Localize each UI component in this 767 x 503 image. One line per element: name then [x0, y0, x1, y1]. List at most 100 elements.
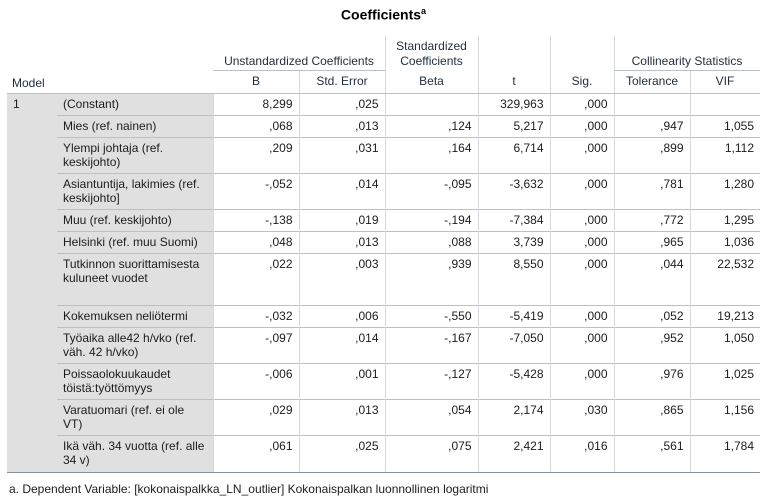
cell-t: -3,632 [477, 173, 550, 210]
cell-vif: 1,156 [689, 399, 760, 436]
model-cell [7, 209, 57, 232]
cell-sig: ,000 [549, 173, 614, 210]
cell-std-error: ,019 [298, 209, 385, 232]
table-row: Poissaolokuukaudet töistä:työttömyys -,00… [7, 363, 760, 400]
cell-vif: 1,055 [689, 115, 760, 138]
cell-beta: -,167 [384, 327, 478, 364]
cell-tolerance: ,561 [613, 435, 690, 472]
cell-t: 3,739 [477, 231, 550, 254]
cell-vif: 1,112 [689, 137, 760, 174]
cell-beta [384, 93, 478, 116]
model-cell [7, 231, 57, 254]
model-cell [7, 173, 57, 210]
cell-std-error: ,031 [298, 137, 385, 174]
header-sig: Sig. [571, 74, 593, 88]
row-label: Tutkinnon suorittamisesta kuluneet vuode… [57, 253, 213, 306]
cell-sig: ,000 [549, 253, 614, 306]
row-label: Ikä väh. 34 vuotta (ref. alle 34 v) [57, 435, 213, 472]
cell-t: -7,384 [477, 209, 550, 232]
cell-sig: ,000 [549, 115, 614, 138]
table-row: Muu (ref. keskijohto) -,138,019 -,194 -7,38… [7, 209, 760, 232]
header-std-error: Std. Error [316, 74, 368, 88]
cell-tolerance: ,052 [613, 305, 690, 328]
cell-b: -,032 [212, 305, 299, 328]
cell-vif [689, 93, 760, 116]
header-model: Model [12, 76, 45, 90]
cell-std-error: ,003 [298, 253, 385, 306]
model-cell [7, 363, 57, 400]
header-standardized-line2: Coefficients [400, 54, 463, 68]
table-row: Helsinki (ref. muu Suomi) ,048,013,088 3,7… [7, 231, 760, 254]
cell-tolerance: ,781 [613, 173, 690, 210]
header-standardized-group: Standardized Coefficients [385, 39, 478, 69]
table-bottom-border [7, 472, 760, 473]
cell-sig: ,000 [549, 305, 614, 328]
cell-vif: 1,280 [689, 173, 760, 210]
cell-b: -,006 [212, 363, 299, 400]
cell-vif: 1,295 [689, 209, 760, 232]
cell-t: 5,217 [477, 115, 550, 138]
cell-sig: ,000 [549, 231, 614, 254]
cell-std-error: ,014 [298, 173, 385, 210]
cell-std-error: ,025 [298, 93, 385, 116]
cell-std-error: ,014 [298, 327, 385, 364]
cell-sig: ,000 [549, 363, 614, 400]
row-label: Työaika alle42 h/vko (ref. väh. 42 h/vko… [57, 327, 213, 364]
footnote: a. Dependent Variable: [kokonaispalkka_L… [9, 482, 489, 496]
cell-beta: ,939 [384, 253, 478, 306]
cell-t: 2,421 [477, 435, 550, 472]
cell-b: -,052 [212, 173, 299, 210]
row-label: Ylempi johtaja (ref. keskijohto) [57, 137, 213, 174]
cell-b: ,022 [212, 253, 299, 306]
row-label: Varatuomari (ref. ei ole VT) [57, 399, 213, 436]
table-row: Työaika alle42 h/vko (ref. väh. 42 h/vko… [7, 327, 760, 364]
table-row: Asiantuntija, lakimies (ref. keskijohto]… [7, 173, 760, 210]
cell-vif: 1,784 [689, 435, 760, 472]
cell-beta: -,194 [384, 209, 478, 232]
cell-tolerance: ,976 [613, 363, 690, 400]
cell-sig: ,000 [549, 209, 614, 232]
cell-beta: -,095 [384, 173, 478, 210]
table-row: Ylempi johtaja (ref. keskijohto) ,209,031… [7, 137, 760, 174]
cell-beta: ,054 [384, 399, 478, 436]
table-row: Tutkinnon suorittamisesta kuluneet vuode… [7, 253, 760, 306]
cell-beta: -,127 [384, 363, 478, 400]
cell-sig: ,016 [549, 435, 614, 472]
cell-beta: ,088 [384, 231, 478, 254]
cell-vif: 1,050 [689, 327, 760, 364]
cell-t: -5,428 [477, 363, 550, 400]
cell-tolerance: ,965 [613, 231, 690, 254]
cell-vif: 1,036 [689, 231, 760, 254]
coefficients-table: 1 (Constant) 8,299,025 329,963,000 Mies (ref… [7, 93, 760, 472]
cell-b: ,068 [212, 115, 299, 138]
cell-b: -,138 [212, 209, 299, 232]
cell-beta: ,124 [384, 115, 478, 138]
cell-sig: ,030 [549, 399, 614, 436]
header-unstandardized-group: Unstandardized Coefficients [224, 54, 374, 68]
model-cell [7, 305, 57, 328]
cell-tolerance: ,952 [613, 327, 690, 364]
table-row: Varatuomari (ref. ei ole VT) ,029,013,054… [7, 399, 760, 436]
table-row: Kokemuksen neliötermi -,032,006 -,550 -5,41… [7, 305, 760, 328]
header-vif: VIF [715, 74, 735, 88]
cell-std-error: ,013 [298, 231, 385, 254]
cell-b: ,061 [212, 435, 299, 472]
model-cell [7, 137, 57, 174]
cell-b: ,029 [212, 399, 299, 436]
model-cell [7, 399, 57, 436]
model-cell [7, 115, 57, 138]
header-tolerance: Tolerance [625, 74, 679, 88]
cell-t: -7,050 [477, 327, 550, 364]
header-beta: Beta [419, 74, 444, 88]
cell-beta: -,550 [384, 305, 478, 328]
model-cell [7, 435, 57, 472]
cell-vif: 22,532 [689, 253, 760, 306]
header-collinearity-group: Collinearity Statistics [631, 54, 743, 68]
cell-vif: 1,025 [689, 363, 760, 400]
model-cell: 1 [7, 93, 57, 116]
row-label: Kokemuksen neliötermi [57, 305, 213, 328]
cell-b: 8,299 [212, 93, 299, 116]
row-label: Mies (ref. nainen) [57, 115, 213, 138]
cell-sig: ,000 [549, 93, 614, 116]
model-cell [7, 253, 57, 306]
